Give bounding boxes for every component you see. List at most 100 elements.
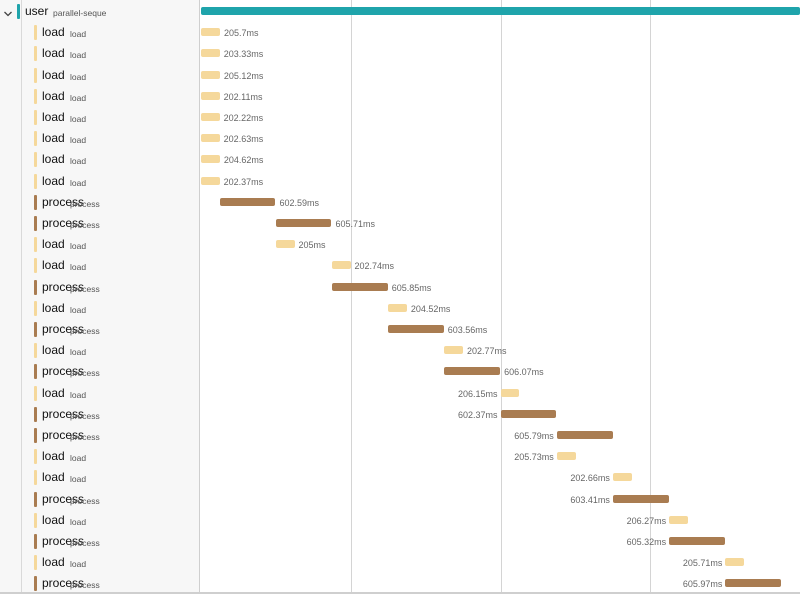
span-bar[interactable] [444, 367, 501, 376]
span-row[interactable]: load load [0, 86, 200, 107]
service-color-marker [34, 46, 37, 62]
span-row[interactable]: load load [0, 383, 200, 404]
span-row[interactable]: load load [0, 446, 200, 467]
span-row[interactable]: load load [0, 510, 200, 531]
span-bar[interactable] [201, 28, 220, 37]
span-bar[interactable] [201, 91, 220, 100]
span-duration-label: 202.22ms [223, 113, 264, 123]
span-bar[interactable] [331, 261, 351, 270]
span-row[interactable]: load load [0, 467, 200, 488]
span-row[interactable]: process process [0, 404, 200, 425]
span-duration-label: 603.41ms [570, 494, 610, 505]
service-name: process [42, 216, 85, 230]
span-bar[interactable] [201, 155, 220, 164]
span-bar[interactable] [275, 219, 332, 227]
span-bar[interactable] [201, 134, 220, 143]
span-bar[interactable] [669, 537, 725, 545]
service-name: process [42, 194, 85, 209]
span-row[interactable]: load load [0, 255, 200, 276]
span-bar[interactable] [725, 579, 782, 588]
service-color-marker [34, 194, 37, 210]
service-name: load [42, 131, 65, 146]
bottom-border [0, 592, 800, 594]
span-bar[interactable] [500, 388, 520, 397]
span-bar[interactable] [201, 70, 220, 79]
operation-name: load [70, 453, 87, 464]
operation-name: load [70, 241, 87, 252]
span-name-column: user parallel-seque load load load load load lo… [0, 0, 200, 594]
span-bar[interactable] [556, 452, 576, 461]
span-row[interactable]: load load [0, 171, 200, 192]
span-duration-label: 202.77ms [466, 346, 507, 357]
service-name: load [42, 88, 65, 103]
span-bar[interactable] [612, 473, 632, 482]
span-row[interactable]: process process [0, 489, 200, 510]
service-color-marker [34, 258, 37, 274]
span-row[interactable]: load load [0, 340, 200, 361]
span-bar[interactable] [669, 515, 689, 524]
service-name: load [42, 470, 65, 485]
service-color-marker [34, 428, 37, 443]
span-row[interactable]: load load [0, 234, 200, 255]
operation-name: load [70, 262, 87, 273]
service-color-marker [34, 300, 37, 316]
span-row[interactable]: process process [0, 531, 200, 552]
span-bar[interactable] [444, 346, 463, 355]
operation-name: load [70, 50, 87, 61]
span-duration-label: 205ms [298, 240, 326, 251]
service-name: process [42, 322, 85, 336]
span-row[interactable]: process process [0, 425, 200, 446]
service-color-marker [34, 173, 37, 189]
span-bar[interactable] [725, 558, 745, 567]
span-bar[interactable] [388, 303, 407, 312]
operation-name: process [70, 283, 100, 294]
service-name: process [42, 576, 85, 591]
span-row[interactable]: load load [0, 552, 200, 573]
span-row-root[interactable]: user parallel-seque [0, 1, 200, 22]
span-bar[interactable] [201, 113, 220, 121]
operation-name: parallel-seque [53, 8, 107, 18]
span-row[interactable]: load load [0, 43, 200, 64]
span-bar[interactable] [201, 7, 800, 15]
span-row[interactable]: process process [0, 361, 200, 382]
span-bar[interactable] [331, 282, 388, 291]
service-color-marker [34, 25, 37, 41]
span-bar[interactable] [612, 494, 669, 503]
span-duration-label: 206.27ms [626, 515, 667, 526]
span-row[interactable]: process process [0, 573, 200, 594]
service-name: load [42, 343, 65, 358]
service-name: process [42, 491, 85, 506]
span-duration-label: 605.71ms [335, 219, 375, 229]
chevron-down-icon[interactable] [3, 6, 13, 17]
operation-name: load [70, 29, 87, 40]
span-bar[interactable] [388, 325, 444, 333]
span-bar[interactable] [275, 240, 295, 249]
timeline-gridline-3 [650, 0, 651, 594]
service-color-marker [34, 110, 37, 125]
span-row[interactable]: load load [0, 22, 200, 43]
span-bar[interactable] [500, 409, 556, 418]
span-bar[interactable] [201, 176, 220, 185]
service-name: user [25, 4, 49, 18]
span-row[interactable]: process process [0, 192, 200, 213]
service-color-marker [34, 385, 37, 401]
operation-name: load [70, 92, 87, 103]
span-row[interactable]: load load [0, 107, 200, 128]
service-name: load [42, 258, 65, 273]
span-row[interactable]: load load [0, 65, 200, 86]
operation-name: process [70, 538, 100, 548]
span-bar[interactable] [219, 197, 276, 206]
service-name: process [42, 534, 85, 548]
span-row[interactable]: process process [0, 319, 200, 340]
span-bar[interactable] [201, 49, 220, 58]
span-bar[interactable] [556, 431, 613, 439]
operation-name: load [70, 177, 87, 188]
service-name: load [42, 67, 65, 82]
span-row[interactable]: process process [0, 277, 200, 298]
span-duration-label: 205.7ms [223, 28, 259, 39]
span-row[interactable]: process process [0, 213, 200, 234]
span-row[interactable]: load load [0, 128, 200, 149]
span-row[interactable]: load load [0, 149, 200, 170]
service-name: load [42, 110, 65, 124]
span-row[interactable]: load load [0, 298, 200, 319]
